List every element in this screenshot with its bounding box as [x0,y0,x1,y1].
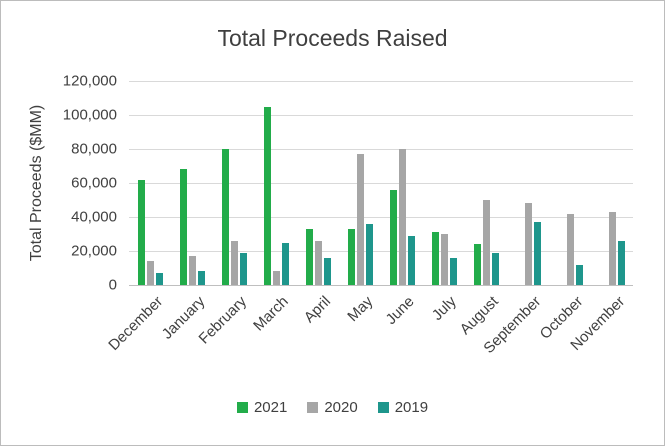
y-tick-label: 120,000 [62,72,117,90]
bar-2020-december [147,261,154,285]
legend-item-2019: 2019 [377,399,429,416]
bar-2019-december [156,273,163,285]
y-tick-label: 0 [108,276,117,294]
bar-2021-may [348,228,355,285]
bar-2019-june [408,235,415,285]
bar-2019-january [198,271,205,285]
bar-2019-april [324,257,331,285]
legend-label-2020: 2020 [324,399,358,416]
gridline [129,149,633,150]
gridline [129,115,633,116]
bar-2020-november [609,211,616,285]
bar-2021-february [222,149,229,285]
x-axis-label-december: December [105,293,167,354]
bar-2021-april [306,228,313,285]
bar-2021-january [180,169,187,285]
bar-2021-august [474,244,481,285]
legend-item-2021: 2021 [236,399,288,416]
bar-2020-march [273,271,280,285]
legend: 2021 2020 2019 [1,399,664,416]
gridline [129,183,633,184]
chart-title: Total Proceeds Raised [217,25,448,51]
bar-2021-july [432,232,439,285]
legend-swatch-2020 [307,402,319,413]
bar-2020-january [189,256,196,285]
y-tick-label: 20,000 [71,242,117,260]
y-tick-label: 40,000 [71,208,117,226]
bar-2019-march [282,242,289,285]
bar-2021-june [390,189,397,285]
bar-2019-july [450,257,457,285]
bar-2020-april [315,240,322,285]
y-tick-label: 100,000 [62,106,117,124]
bar-2020-february [231,240,238,285]
x-axis-label-may: May [343,293,377,326]
legend-label-2021: 2021 [253,399,288,416]
bar-2020-june [399,149,406,285]
legend-swatch-2021 [236,402,248,413]
x-axis-label-march: March [250,293,293,335]
gridline [129,217,633,218]
bar-2021-march [264,106,271,285]
legend-label-2019: 2019 [394,399,429,416]
gridline [129,81,633,82]
bar-2020-july [441,234,448,285]
bar-2019-september [534,222,541,285]
x-axis-label-july: July [429,293,461,324]
y-tick-label: 60,000 [71,174,117,192]
gridline [129,251,633,252]
legend-item-2020: 2020 [307,399,358,416]
bar-2019-november [618,240,625,285]
bar-2019-october [576,264,583,285]
y-axis-tick-labels: 120,000 100,000 80,000 60,000 40,000 20,000 0 [1,73,123,294]
x-axis-label-april: April [300,293,335,327]
bar-2019-february [240,252,247,285]
bar-2019-may [366,223,373,285]
bar-2020-october [567,213,574,285]
bar-2020-september [525,203,532,285]
x-axis-label-june: June [382,293,419,329]
bar-2019-august [492,252,499,285]
bar-2020-may [357,154,364,285]
legend-swatch-2019 [377,402,389,413]
x-axis-labels: December January February March April May June… [105,293,633,383]
y-tick-label: 80,000 [71,140,117,158]
plot-area [129,81,633,286]
bar-2021-december [138,179,145,285]
bar-2020-august [483,200,490,285]
